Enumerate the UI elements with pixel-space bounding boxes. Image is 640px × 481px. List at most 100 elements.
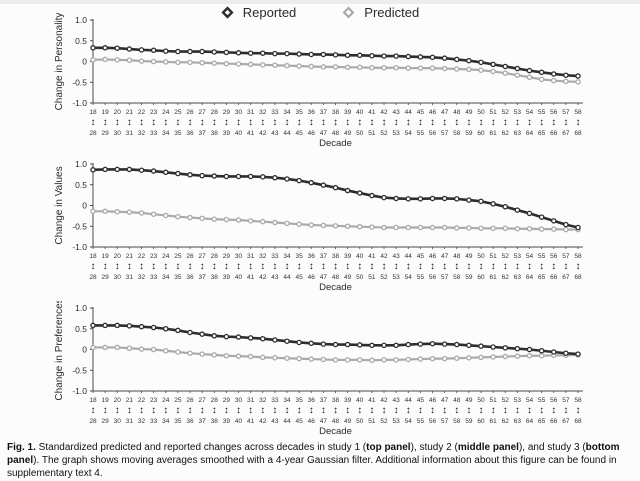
- data-point-marker: [356, 342, 363, 348]
- x-axis-labels: 18↕2819↕2920↕3021↕3122↕3223↕3324↕3425↕35…: [89, 391, 582, 425]
- data-point-marker: [150, 346, 157, 353]
- up-down-arrow-icon: ↕: [345, 117, 350, 128]
- up-down-arrow-icon: ↕: [151, 117, 156, 128]
- data-point-marker: [369, 64, 375, 71]
- up-down-arrow-icon: ↕: [224, 405, 229, 416]
- legend-item-predicted: Predicted: [342, 5, 419, 20]
- x-tick-age-old: 45: [296, 274, 304, 281]
- up-down-arrow-icon: ↕: [418, 261, 423, 272]
- up-down-arrow-icon: ↕: [260, 261, 265, 272]
- x-tick-age-old: 66: [550, 418, 558, 425]
- data-point-marker: [223, 173, 230, 180]
- x-tick-age-old: 50: [356, 274, 364, 281]
- data-point-marker: [247, 353, 254, 360]
- up-down-arrow-icon: ↕: [369, 405, 374, 416]
- data-point-marker: [514, 225, 521, 232]
- x-tick-age-old: 52: [380, 130, 388, 137]
- x-tick-age-old: 35: [174, 418, 182, 425]
- data-point-marker: [90, 167, 96, 173]
- x-tick-age-young: 27: [199, 109, 207, 116]
- y-axis-title: Change in Values: [54, 166, 65, 244]
- x-tick-age-young: 18: [89, 109, 97, 116]
- x-tick-age-old: 29: [102, 130, 110, 137]
- x-tick-age-old: 31: [126, 274, 134, 281]
- data-point-marker: [344, 223, 351, 230]
- up-down-arrow-icon: ↕: [297, 117, 302, 128]
- x-tick-age-old: 44: [283, 274, 291, 281]
- x-tick-age-young: 48: [453, 253, 461, 260]
- data-point-marker: [272, 50, 278, 57]
- data-point-marker: [332, 52, 339, 58]
- x-tick-age-old: 43: [271, 418, 279, 425]
- y-tick-label: 0.5: [75, 180, 87, 190]
- x-tick-age-young: 34: [283, 397, 291, 404]
- data-point-marker: [453, 225, 460, 231]
- data-point-marker: [284, 176, 290, 182]
- data-point-marker: [175, 213, 181, 220]
- x-tick-age-young: 33: [271, 397, 279, 404]
- x-tick-age-old: 32: [138, 130, 146, 137]
- x-tick-age-young: 18: [89, 397, 97, 404]
- y-tick-label: 0.5: [75, 36, 87, 46]
- x-tick-age-old: 57: [441, 130, 449, 137]
- data-point-marker: [356, 357, 363, 363]
- data-point-marker: [453, 355, 460, 361]
- data-point-marker: [405, 356, 411, 363]
- data-point-marker: [114, 45, 121, 51]
- up-down-arrow-icon: ↕: [491, 261, 496, 272]
- x-tick-age-young: 39: [344, 109, 352, 116]
- reported-diamond-icon: [221, 6, 234, 19]
- data-point-marker: [441, 355, 448, 362]
- data-point-marker: [296, 339, 302, 346]
- up-down-arrow-icon: ↕: [115, 405, 120, 416]
- up-down-arrow-icon: ↕: [272, 117, 277, 128]
- x-tick-age-young: 37: [320, 109, 328, 116]
- up-down-arrow-icon: ↕: [382, 117, 387, 128]
- up-down-arrow-icon: ↕: [103, 261, 108, 272]
- up-down-arrow-icon: ↕: [248, 405, 253, 416]
- x-tick-age-young: 44: [405, 397, 413, 404]
- data-point-marker: [211, 216, 217, 222]
- up-down-arrow-icon: ↕: [466, 405, 471, 416]
- x-tick-age-young: 47: [441, 397, 449, 404]
- data-point-marker: [259, 354, 266, 361]
- data-point-marker: [102, 56, 108, 63]
- x-tick-age-young: 54: [526, 109, 534, 116]
- data-point-marker: [393, 224, 399, 231]
- x-tick-age-old: 34: [162, 274, 170, 281]
- up-down-arrow-icon: ↕: [200, 261, 205, 272]
- up-down-arrow-icon: ↕: [563, 405, 568, 416]
- data-point-marker: [162, 325, 169, 332]
- data-point-marker: [490, 344, 496, 350]
- data-point-marker: [502, 353, 508, 360]
- x-tick-age-old: 59: [465, 130, 473, 137]
- up-down-arrow-icon: ↕: [333, 405, 338, 416]
- up-down-arrow-icon: ↕: [212, 117, 217, 128]
- data-point-marker: [211, 333, 217, 339]
- up-down-arrow-icon: ↕: [394, 117, 399, 128]
- y-tick-label: 0: [82, 345, 87, 355]
- up-down-arrow-icon: ↕: [503, 117, 508, 128]
- up-down-arrow-icon: ↕: [285, 117, 290, 128]
- up-down-arrow-icon: ↕: [236, 117, 241, 128]
- data-point-marker: [344, 52, 351, 59]
- up-down-arrow-icon: ↕: [139, 261, 144, 272]
- x-tick-age-young: 46: [429, 253, 437, 260]
- x-tick-age-old: 68: [574, 274, 582, 281]
- up-down-arrow-icon: ↕: [103, 405, 108, 416]
- x-tick-age-young: 32: [259, 109, 267, 116]
- x-tick-age-young: 22: [138, 109, 146, 116]
- data-point-marker: [356, 52, 363, 59]
- x-tick-age-old: 41: [247, 130, 255, 137]
- data-point-marker: [429, 355, 436, 362]
- up-down-arrow-icon: ↕: [151, 261, 156, 272]
- x-tick-age-young: 46: [429, 109, 437, 116]
- up-down-arrow-icon: ↕: [503, 405, 508, 416]
- up-down-arrow-icon: ↕: [260, 117, 265, 128]
- x-tick-age-young: 31: [247, 253, 255, 260]
- x-tick-age-old: 49: [344, 274, 352, 281]
- x-tick-age-old: 30: [114, 418, 122, 425]
- up-down-arrow-icon: ↕: [212, 405, 217, 416]
